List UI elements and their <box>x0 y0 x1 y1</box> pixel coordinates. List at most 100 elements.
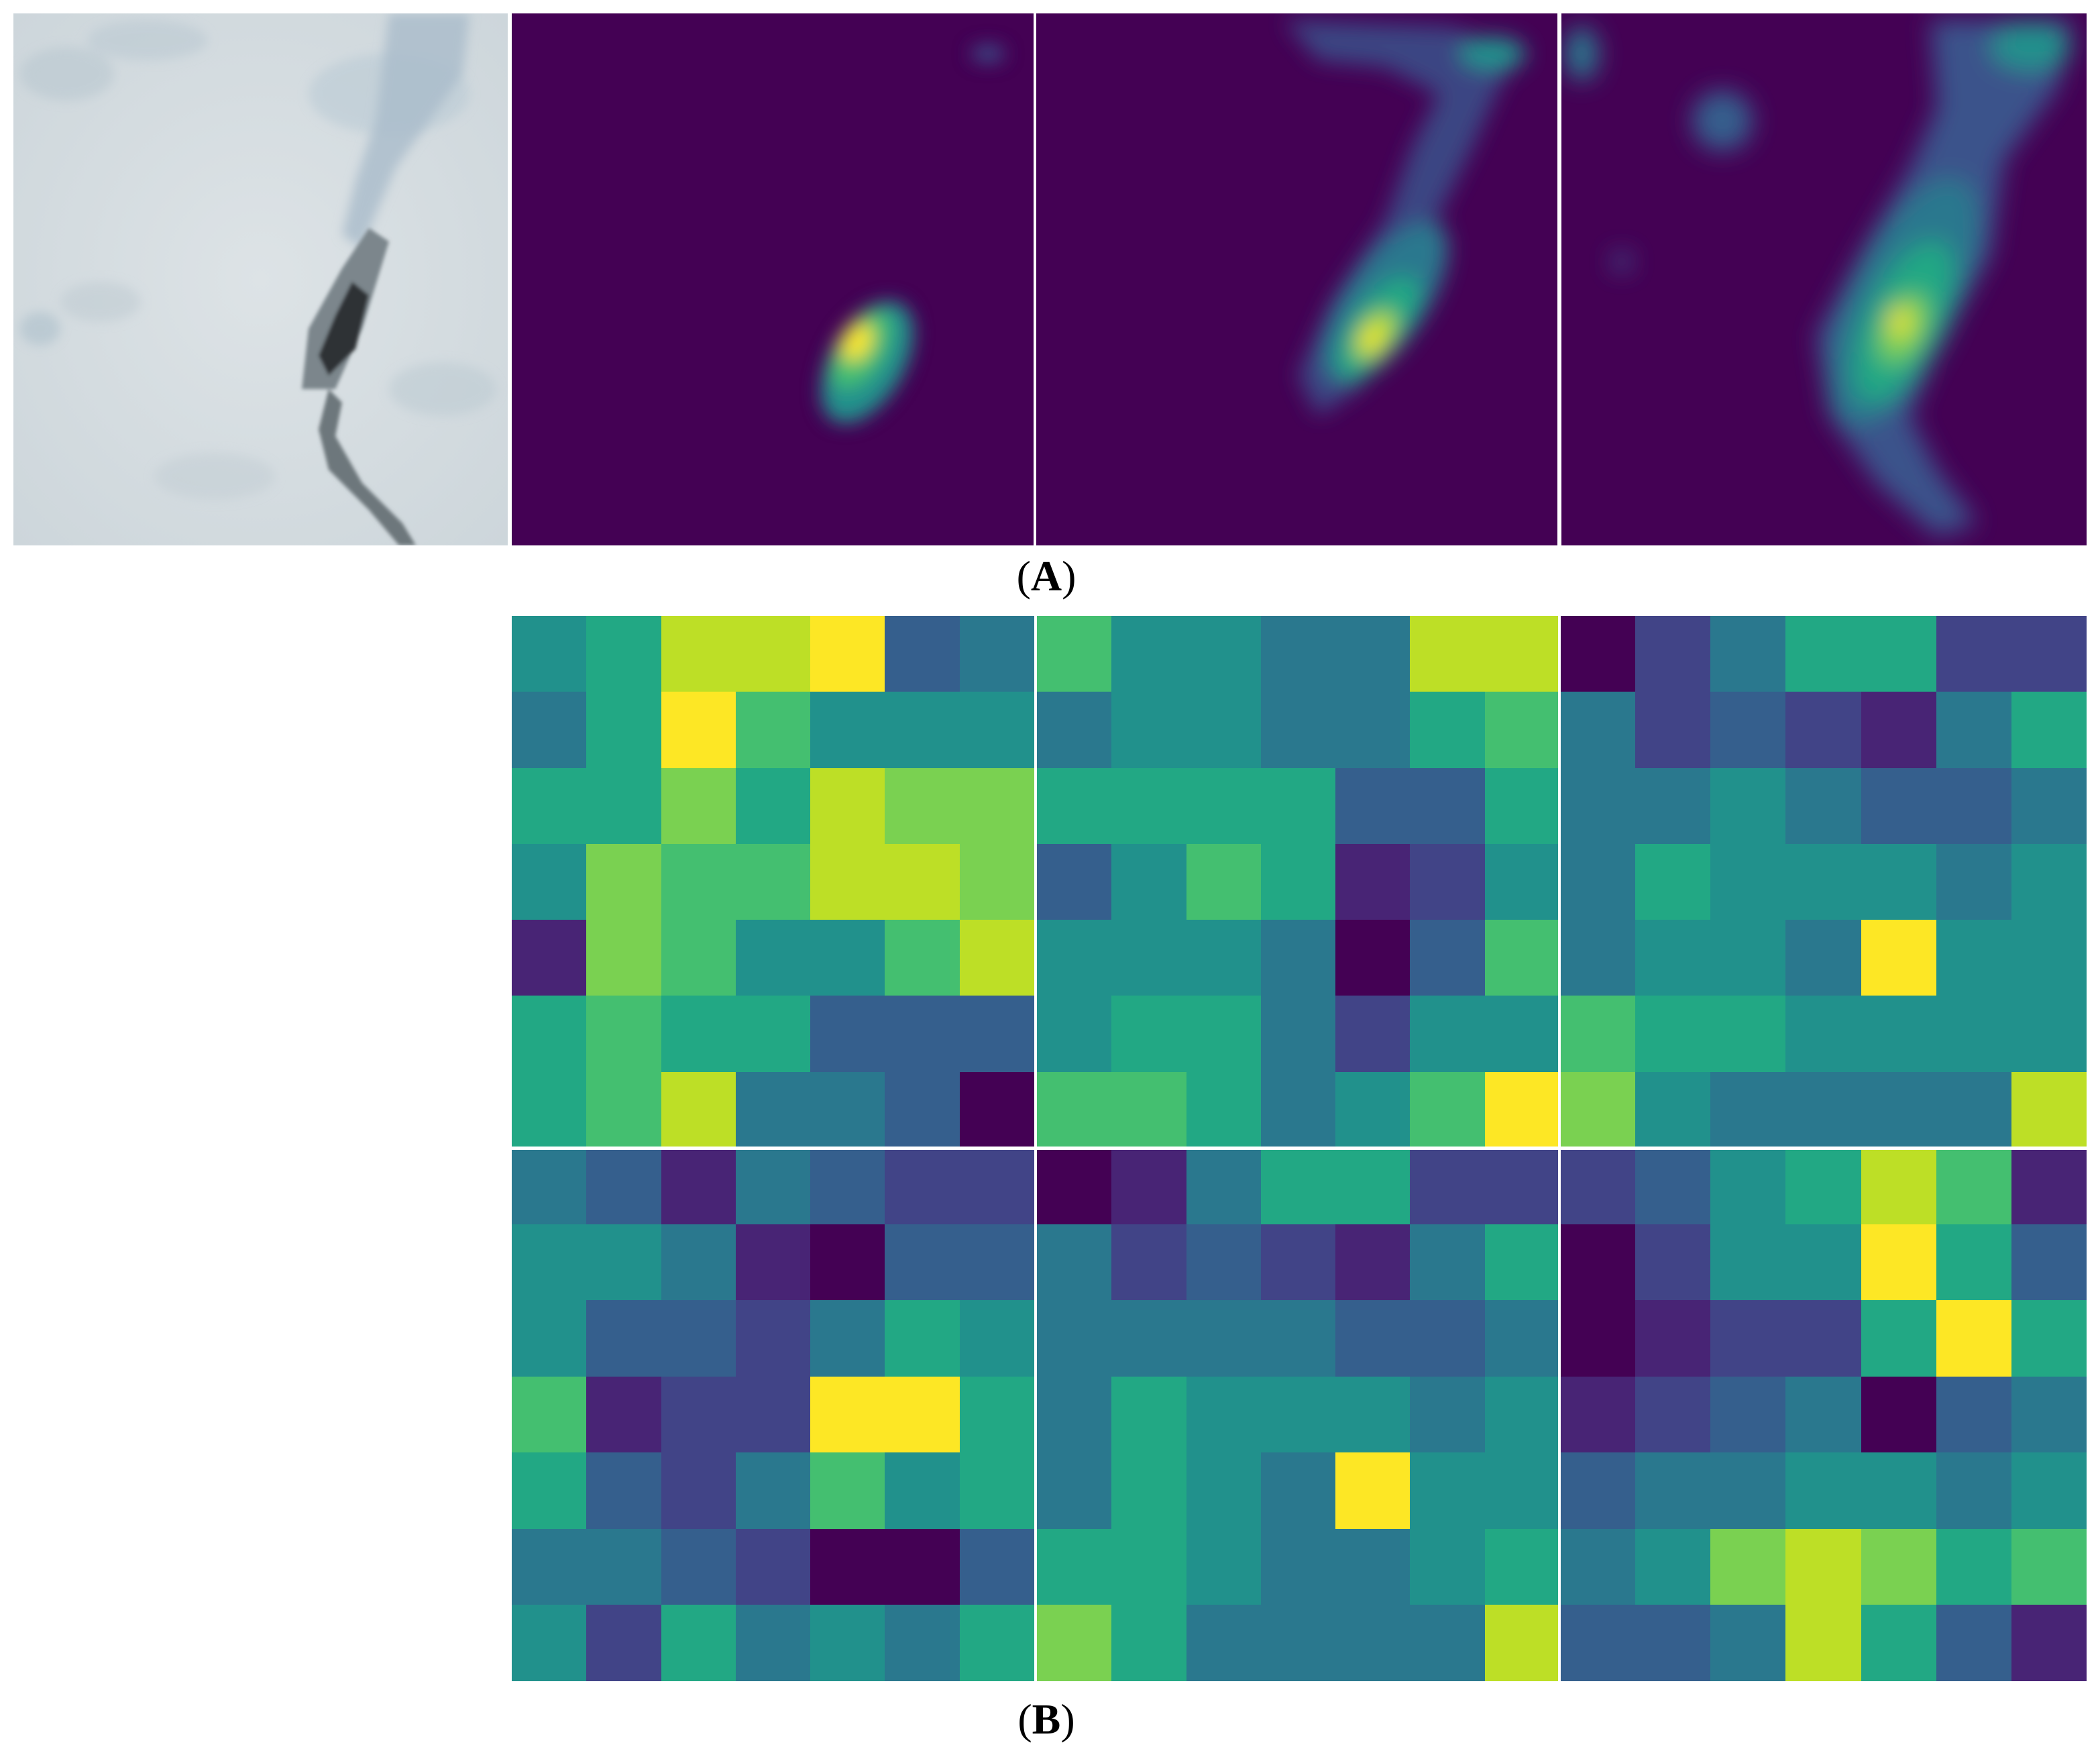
heatmap-cell <box>1037 920 1112 996</box>
heatmap-cell <box>1335 1528 1411 1605</box>
heatmap-cell <box>1111 996 1186 1072</box>
heatmap-cell <box>512 1528 587 1605</box>
heatmap-cell <box>1861 1605 1936 1681</box>
heatmap-cell <box>2011 1300 2087 1377</box>
heatmap-cell <box>512 767 587 844</box>
heatmap-cell <box>1710 843 1786 920</box>
heatmap-cell <box>586 1148 661 1224</box>
heatmap-cell <box>1410 767 1485 844</box>
heatmap-cell <box>1785 1605 1861 1681</box>
activation-map-2 <box>1036 13 1557 545</box>
heatmap-cell <box>959 692 1034 768</box>
heatmap-cell <box>661 1605 736 1681</box>
heatmap-cell <box>885 920 960 996</box>
heatmap-cell <box>1111 1224 1186 1301</box>
heatmap-cell <box>1936 1224 2011 1301</box>
heatmap-cell <box>1186 920 1261 996</box>
heatmap-cell <box>661 1528 736 1605</box>
heatmap-cell <box>1037 1071 1112 1148</box>
heatmap-4 <box>512 1148 1034 1681</box>
heatmap-cell <box>1260 1605 1336 1681</box>
heatmap-cell <box>1186 616 1261 692</box>
heatmap-cell <box>810 1224 885 1301</box>
heatmap-cell <box>959 767 1034 844</box>
heatmap-cell <box>1111 692 1186 768</box>
heatmap-cell <box>1260 767 1336 844</box>
heatmap-cell <box>1335 996 1411 1072</box>
heatmap-cell <box>1861 1071 1936 1148</box>
heatmap-cell <box>1635 1148 1711 1224</box>
heatmap-cell <box>1335 1376 1411 1453</box>
label-b: (B) <box>1017 1695 1075 1743</box>
heatmap-cell <box>1335 767 1411 844</box>
heatmap-cell <box>1635 1528 1711 1605</box>
heatmap-cell <box>512 996 587 1072</box>
heatmap-cell <box>1560 1148 1636 1224</box>
divider <box>512 1147 2087 1150</box>
heatmap-cell <box>586 1605 661 1681</box>
heatmap-cell <box>885 1376 960 1453</box>
heatmap-cell <box>661 1071 736 1148</box>
heatmap-cell <box>1710 1376 1786 1453</box>
heatmap-cell <box>661 1376 736 1453</box>
activation-map-3 <box>1561 13 2087 545</box>
heatmap-cell <box>586 616 661 692</box>
heatmap-cell <box>1484 1224 1559 1301</box>
heatmap-cell <box>2011 1071 2087 1148</box>
heatmap-cell <box>1936 616 2011 692</box>
heatmap-cell <box>586 996 661 1072</box>
heatmap-cell <box>735 843 811 920</box>
heatmap-cell <box>735 1224 811 1301</box>
heatmap-cell <box>512 1300 587 1377</box>
heatmap-cell <box>1186 1452 1261 1529</box>
heatmap-cell <box>735 616 811 692</box>
heatmap-cell <box>1861 692 1936 768</box>
heatmap-cell <box>1560 616 1636 692</box>
heatmap-cell <box>1037 767 1112 844</box>
heatmap-cell <box>1560 767 1636 844</box>
heatmap-cell <box>1861 1300 1936 1377</box>
heatmap-cell <box>661 920 736 996</box>
heatmap-cell <box>735 1605 811 1681</box>
heatmap-cell <box>810 767 885 844</box>
heatmap-cell <box>1335 1148 1411 1224</box>
heatmap-cell <box>885 1148 960 1224</box>
heatmap-cell <box>1410 1224 1485 1301</box>
heatmap-cell <box>1111 1300 1186 1377</box>
heatmap-cell <box>1861 843 1936 920</box>
heatmap-cell <box>1560 1224 1636 1301</box>
heatmap-cell <box>2011 692 2087 768</box>
heatmap-cell <box>661 843 736 920</box>
heatmap-cell <box>1037 1148 1112 1224</box>
heatmap-cell <box>661 616 736 692</box>
heatmap-cell <box>1186 843 1261 920</box>
heatmap-cell <box>1186 1071 1261 1148</box>
heatmap-cell <box>885 616 960 692</box>
heatmap-cell <box>1560 692 1636 768</box>
heatmap-cell <box>1484 843 1559 920</box>
heatmap-cell <box>959 920 1034 996</box>
heatmap-cell <box>1936 1071 2011 1148</box>
heatmap-cell <box>1186 1605 1261 1681</box>
heatmap-cell <box>1037 1605 1112 1681</box>
heatmap-cell <box>586 1528 661 1605</box>
heatmap-cell <box>735 767 811 844</box>
heatmap-cell <box>1335 843 1411 920</box>
heatmap-cell <box>1560 1376 1636 1453</box>
heatmap-cell <box>1260 1528 1336 1605</box>
heatmap-cell <box>1111 1071 1186 1148</box>
heatmap-cell <box>810 1148 885 1224</box>
heatmap-cell <box>1936 1452 2011 1529</box>
heatmap-cell <box>1560 1452 1636 1529</box>
heatmap-cell <box>1710 1148 1786 1224</box>
heatmap-cell <box>1635 1605 1711 1681</box>
heatmap-cell <box>1037 1224 1112 1301</box>
heatmap-cell <box>810 692 885 768</box>
heatmap-cell <box>1635 1300 1711 1377</box>
heatmap-cell <box>1111 616 1186 692</box>
heatmap-cell <box>1710 1605 1786 1681</box>
heatmap-cell <box>1111 1376 1186 1453</box>
heatmap-cell <box>2011 1452 2087 1529</box>
heatmap-cell <box>512 692 587 768</box>
heatmap-cell <box>885 996 960 1072</box>
